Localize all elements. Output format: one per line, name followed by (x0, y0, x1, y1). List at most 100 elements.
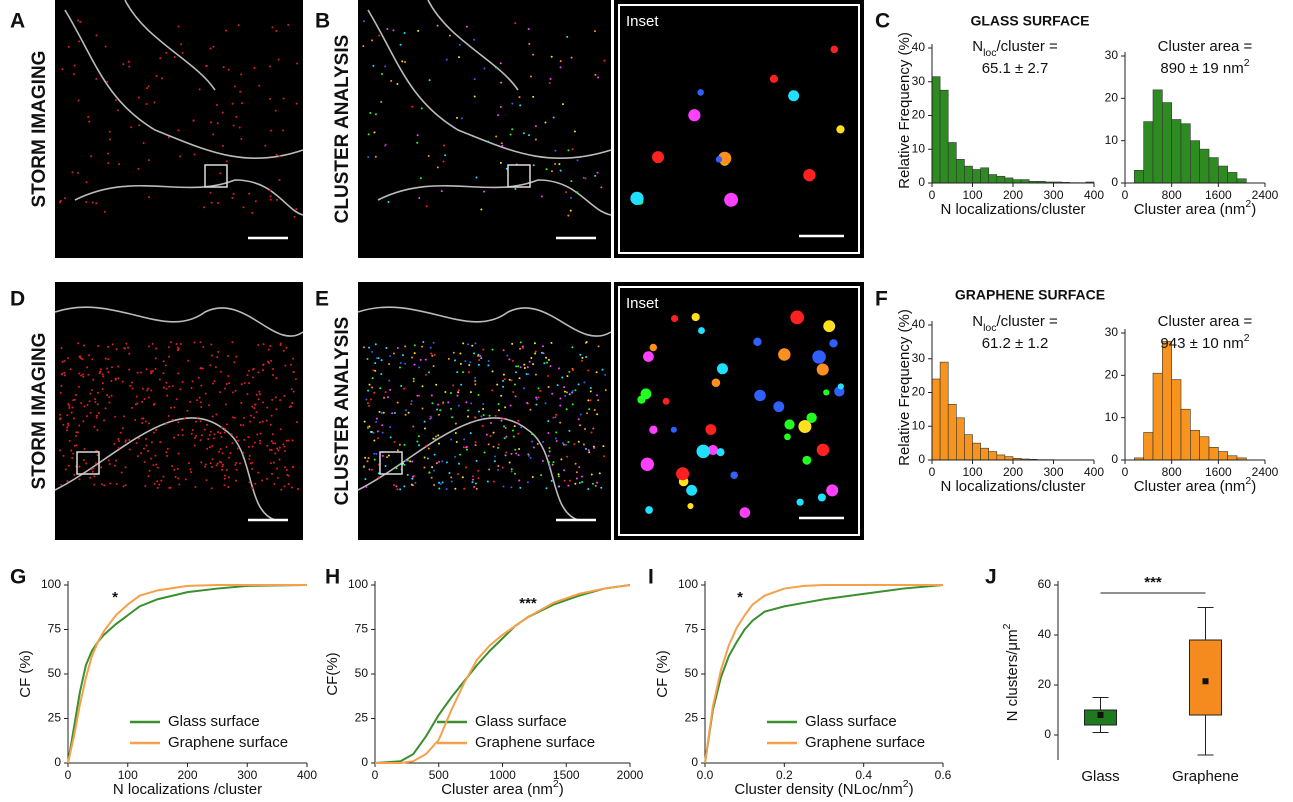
microscopy-image (55, 282, 303, 540)
localization-dot (284, 364, 287, 367)
localization-dot (209, 364, 212, 367)
localization-dot (170, 465, 173, 468)
localization-dot (385, 346, 388, 349)
localization-dot (594, 73, 597, 76)
localization-dot (156, 486, 159, 489)
localization-dot (442, 160, 445, 163)
localization-dot (141, 422, 144, 425)
localization-dot (141, 417, 144, 420)
localization-dot (272, 461, 275, 464)
localization-dot (231, 391, 234, 394)
localization-dot (502, 417, 505, 420)
localization-dot (470, 402, 473, 405)
localization-dot (588, 451, 591, 454)
localization-dot (103, 484, 106, 487)
localization-dot (135, 395, 138, 398)
localization-dot (134, 418, 137, 421)
localization-dot (559, 60, 562, 63)
localization-dot (367, 133, 370, 136)
x-axis-label-part: 2 (1245, 198, 1251, 210)
localization-dot (571, 391, 574, 394)
localization-dot (551, 392, 554, 395)
x-tick-label: 800 (1162, 188, 1182, 202)
localization-dot (201, 367, 204, 370)
localization-dot (209, 121, 212, 124)
localization-dot (593, 408, 596, 411)
localization-dot (235, 115, 238, 118)
localization-dot (417, 435, 420, 438)
localization-dot (454, 455, 457, 458)
localization-dot (100, 483, 103, 486)
localization-dot (121, 380, 124, 383)
x-tick-label: 0 (929, 465, 936, 479)
annotation-part: N (972, 38, 983, 55)
x-axis-label-part: ) (909, 781, 914, 798)
localization-dot (537, 396, 540, 399)
localization-dot (257, 398, 260, 401)
cluster-blob (640, 457, 654, 471)
localization-dot (462, 342, 465, 345)
localization-dot (549, 465, 552, 468)
localization-dot (189, 468, 192, 471)
localization-dot (474, 444, 477, 447)
localization-dot (432, 365, 435, 368)
localization-dot (261, 420, 264, 423)
localization-dot (296, 488, 299, 491)
y-tick-label: 30 (912, 351, 926, 365)
localization-dot (128, 438, 131, 441)
localization-dot (425, 205, 428, 208)
localization-dot (78, 40, 81, 43)
localization-dot (153, 101, 156, 104)
localization-dot (403, 443, 406, 446)
histogram-bar (955, 159, 965, 184)
localization-dot (374, 113, 377, 116)
panel-letter: F (875, 288, 888, 311)
localization-dot (246, 393, 249, 396)
x-tick-label: 1600 (1205, 188, 1232, 202)
localization-dot (382, 411, 385, 414)
localization-dot (410, 400, 413, 403)
localization-dot (523, 387, 526, 390)
localization-dot (495, 135, 498, 138)
localization-dot (480, 208, 483, 211)
localization-dot (371, 386, 374, 389)
localization-dot (368, 383, 371, 386)
localization-dot (604, 389, 607, 392)
histogram-bar (1143, 121, 1154, 184)
localization-dot (287, 23, 290, 26)
y-axis-label: N clusters/μm2 (1001, 623, 1021, 721)
panel-letter: H (325, 566, 340, 589)
localization-dot (283, 485, 286, 488)
localization-dot (491, 370, 494, 373)
localization-dot (276, 467, 279, 470)
localization-dot (432, 437, 435, 440)
y-axis-label: CF(%) (324, 652, 341, 695)
localization-dot (514, 22, 517, 25)
localization-dot (390, 79, 393, 82)
localization-dot (534, 138, 537, 141)
localization-dot (472, 352, 475, 355)
localization-dot (243, 438, 246, 441)
localization-dot (386, 396, 389, 399)
localization-dot (269, 423, 272, 426)
localization-dot (561, 442, 564, 445)
localization-dot (451, 416, 454, 419)
histogram-bar (1227, 455, 1238, 461)
microscopy-image (358, 282, 611, 540)
localization-dot (499, 62, 502, 65)
localization-dot (590, 431, 593, 434)
localization-dot (518, 377, 521, 380)
localization-dot (447, 401, 450, 404)
localization-dot (463, 487, 466, 490)
localization-dot (150, 370, 153, 373)
localization-dot (72, 73, 75, 76)
localization-dot (67, 464, 70, 467)
localization-dot (387, 454, 390, 457)
localization-dot (68, 404, 71, 407)
localization-dot (590, 473, 593, 476)
cell-outline (54, 306, 304, 521)
localization-dot (383, 396, 386, 399)
localization-dot (563, 386, 566, 389)
legend-label: Graphene surface (475, 734, 595, 751)
localization-dot (425, 444, 428, 447)
